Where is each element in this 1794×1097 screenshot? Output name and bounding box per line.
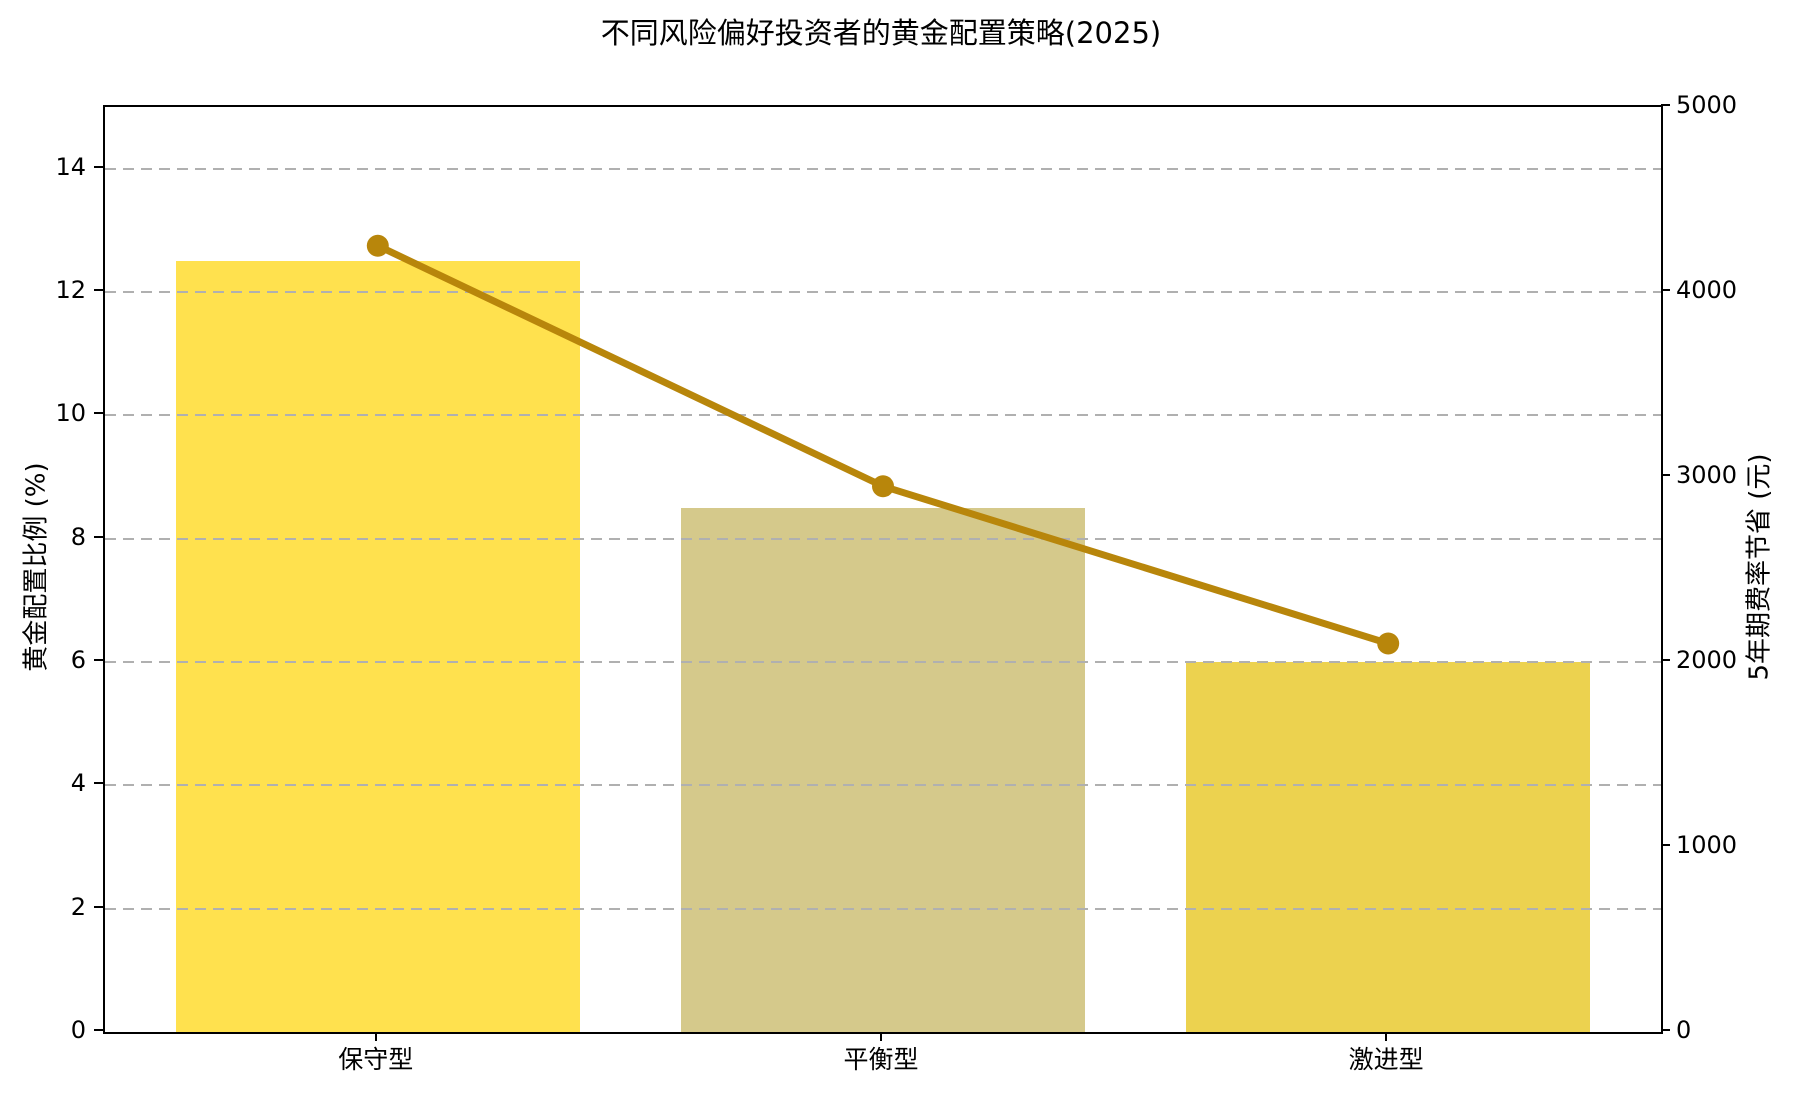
bars-layer [105,107,1661,1032]
tick-mark [94,905,103,908]
right-axis-label: 5年期费率节省 (元) [1744,453,1775,681]
left-tick-label-10: 10 [55,399,86,428]
tick-mark [94,165,103,168]
bar-平衡型 [680,507,1086,1032]
right-tick-label-0: 0 [1676,1016,1692,1044]
tick-mark [94,659,103,661]
gridline [105,537,1661,540]
left-tick-label-4: 4 [70,769,86,798]
grid-layer [105,107,1661,1032]
tick-mark [94,412,103,415]
right-tick-label-4000: 4000 [1676,276,1738,304]
tick-mark [1661,474,1670,476]
tick-mark [1661,289,1670,291]
left-tick-label-2: 2 [70,892,86,921]
tick-mark [1661,1029,1670,1031]
right-tick-label-2000: 2000 [1676,646,1738,674]
right-tick-label-3000: 3000 [1676,461,1738,489]
x-tick-label-保守型: 保守型 [338,1045,414,1074]
line-series [366,234,1400,655]
gridline [105,291,1661,293]
gridline [105,414,1661,417]
tick-mark [94,1029,103,1031]
tick-mark [1661,659,1670,661]
chart-title: 不同风险偏好投资者的黄金配置策略(2025) [600,16,1162,50]
tick-mark [94,535,103,538]
tick-mark [94,782,103,785]
left-axis-label: 黄金配置比例 (%) [21,462,52,672]
line-marker-保守型 [366,234,389,257]
gridline [105,661,1661,663]
tick-mark [374,1032,377,1041]
left-tick-label-12: 12 [55,276,86,304]
right-tick-label-1000: 1000 [1676,831,1738,859]
tick-mark [1661,104,1670,106]
left-tick-label-0: 0 [70,1016,86,1044]
line-path [374,242,1392,647]
tick-mark [94,289,103,291]
gridline [105,167,1661,170]
left-tick-label-14: 14 [55,152,86,181]
line-marker-平衡型 [872,475,894,498]
left-tick-label-8: 8 [70,522,86,551]
gridline [105,907,1661,910]
right-tick-label-5000: 5000 [1676,91,1738,119]
tick-mark [1661,844,1670,846]
tick-mark [1385,1032,1388,1041]
gridline [105,784,1661,787]
x-tick-label-平衡型: 平衡型 [843,1045,919,1074]
left-tick-label-6: 6 [70,646,86,674]
x-tick-label-激进型: 激进型 [1348,1045,1424,1074]
tick-mark [880,1032,882,1041]
plot-area [103,105,1663,1034]
line-marker-激进型 [1377,632,1400,655]
bar-保守型 [175,261,580,1032]
bar-激进型 [1186,662,1591,1032]
